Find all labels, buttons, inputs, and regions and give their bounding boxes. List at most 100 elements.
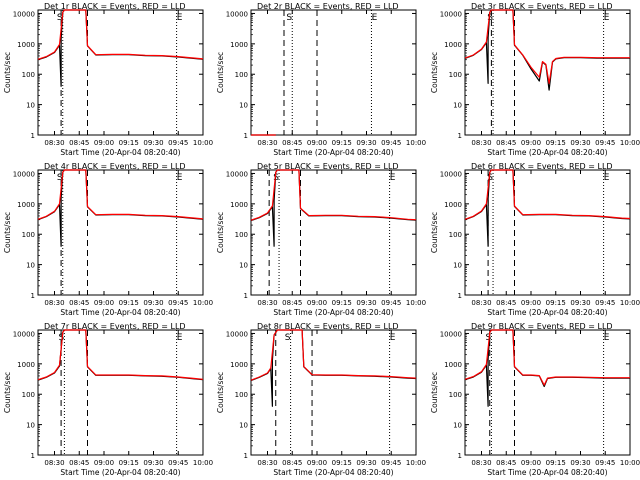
plot-frame: [37, 169, 204, 296]
x-tick-label: 09:15: [332, 459, 352, 467]
start-marker-label: S: [273, 173, 279, 183]
x-axis-label: Start Time (20-Apr-04 08:20:40): [487, 308, 607, 317]
x-tick-label: 09:00: [307, 459, 327, 467]
y-tick-label: 100: [22, 231, 35, 239]
x-tick-label: 09:15: [546, 299, 566, 307]
x-tick-label: 09:45: [595, 139, 615, 147]
y-tick-label: 1000: [230, 201, 248, 209]
panel-title: Det 9r BLACK = Events, RED = LLD: [471, 322, 613, 331]
x-tick-label: 09:15: [332, 139, 352, 147]
x-tick-label: 08:30: [44, 459, 64, 467]
panel-title: Det 4r BLACK = Events, RED = LLD: [44, 162, 186, 171]
x-tick-label: 09:15: [119, 299, 139, 307]
y-tick-label: 1: [31, 132, 35, 140]
x-tick-label: 10:00: [193, 139, 213, 147]
end-marker-label: E: [177, 333, 183, 343]
x-tick-label: 10:00: [620, 139, 640, 147]
y-tick-label: 10000: [440, 330, 462, 338]
x-tick-label: 09:00: [307, 139, 327, 147]
x-tick-label: 08:45: [496, 299, 516, 307]
y-tick-label: 100: [449, 391, 462, 399]
x-tick-label: 10:00: [406, 299, 426, 307]
end-marker-label: E: [372, 13, 378, 23]
x-tick-label: 09:45: [168, 139, 188, 147]
y-tick-label: 10: [453, 262, 462, 270]
end-marker-label: E: [177, 173, 183, 183]
start-marker-label: S: [486, 333, 492, 343]
y-tick-label: 100: [235, 391, 248, 399]
end-marker-label: E: [604, 173, 610, 183]
x-tick-label: 09:15: [546, 139, 566, 147]
x-tick-label: 10:00: [193, 459, 213, 467]
y-tick-label: 100: [22, 71, 35, 79]
x-tick-label: 09:45: [595, 299, 615, 307]
x-tick-label: 09:30: [356, 139, 376, 147]
start-marker-label: S: [487, 13, 493, 23]
x-tick-label: 09:15: [119, 139, 139, 147]
x-tick-label: 09:15: [546, 459, 566, 467]
x-tick-label: 08:30: [471, 299, 491, 307]
x-tick-label: 08:45: [496, 459, 516, 467]
y-tick-label: 10000: [440, 10, 462, 18]
x-tick-label: 09:45: [595, 459, 615, 467]
x-tick-label: 10:00: [406, 139, 426, 147]
y-tick-label: 1: [458, 292, 462, 300]
x-tick-label: 09:45: [168, 299, 188, 307]
x-tick-label: 10:00: [620, 459, 640, 467]
plot-frame: [37, 329, 204, 456]
panel-title: Det 7r BLACK = Events, RED = LLD: [44, 322, 186, 331]
x-tick-label: 08:45: [282, 299, 302, 307]
series-line-lld: [464, 329, 630, 386]
x-tick-label: 08:30: [257, 299, 277, 307]
detector-panel-5: Det 5r BLACK = Events, RED = LLD 1 10 100 10…: [216, 162, 426, 317]
end-marker-label: E: [604, 13, 610, 23]
y-tick-label: 10: [26, 102, 35, 110]
detector-panel-1: Det 1r BLACK = Events, RED = LLD 1 10 100 10…: [3, 2, 213, 157]
plot-frame: [37, 9, 204, 136]
y-axis-label: Counts/sec: [216, 212, 225, 253]
y-tick-label: 100: [235, 231, 248, 239]
x-tick-label: 09:45: [381, 459, 401, 467]
x-axis-label: Start Time (20-Apr-04 08:20:40): [60, 148, 180, 157]
series-line-lld: [37, 329, 204, 381]
x-tick-label: 09:00: [94, 299, 114, 307]
x-tick-label: 09:15: [332, 299, 352, 307]
panel-title: Det 2r BLACK = Events, RED = LLD: [257, 2, 399, 11]
series-line-lld: [37, 9, 204, 60]
detector-panel-7: Det 7r BLACK = Events, RED = LLD 1 10 100 10…: [3, 322, 213, 477]
x-tick-label: 09:45: [168, 459, 188, 467]
series-line-lld: [37, 169, 204, 220]
panel-title: Det 5r BLACK = Events, RED = LLD: [257, 162, 399, 171]
y-tick-label: 1000: [17, 41, 35, 49]
y-tick-label: 10: [239, 102, 248, 110]
x-axis-label: Start Time (20-Apr-04 08:20:40): [273, 308, 393, 317]
x-tick-label: 09:30: [570, 299, 590, 307]
x-tick-label: 08:45: [496, 139, 516, 147]
end-marker-label: E: [604, 333, 610, 343]
y-tick-label: 1: [31, 292, 35, 300]
x-axis-label: Start Time (20-Apr-04 08:20:40): [273, 148, 393, 157]
detector-panel-6: Det 6r BLACK = Events, RED = LLD 1 10 100 10…: [430, 162, 640, 317]
panel-title: Det 3r BLACK = Events, RED = LLD: [471, 2, 613, 11]
plot-frame: [464, 169, 631, 296]
x-tick-label: 08:45: [282, 459, 302, 467]
plot-frame: [250, 329, 417, 456]
x-tick-label: 09:30: [356, 459, 376, 467]
x-axis-label: Start Time (20-Apr-04 08:20:40): [487, 468, 607, 477]
x-axis-label: Start Time (20-Apr-04 08:20:40): [273, 468, 393, 477]
x-tick-label: 08:30: [44, 299, 64, 307]
x-tick-label: 10:00: [193, 299, 213, 307]
y-tick-label: 1: [458, 132, 462, 140]
x-tick-label: 08:30: [471, 459, 491, 467]
y-tick-label: 1: [458, 452, 462, 460]
y-axis-label: Counts/sec: [3, 372, 12, 413]
y-tick-label: 10000: [440, 170, 462, 178]
x-tick-label: 08:45: [69, 459, 89, 467]
x-tick-label: 08:30: [471, 139, 491, 147]
y-tick-label: 1000: [17, 201, 35, 209]
x-tick-label: 09:30: [570, 459, 590, 467]
x-tick-label: 09:00: [307, 299, 327, 307]
y-tick-label: 10: [453, 102, 462, 110]
y-tick-label: 10000: [13, 10, 35, 18]
y-tick-label: 10000: [13, 170, 35, 178]
